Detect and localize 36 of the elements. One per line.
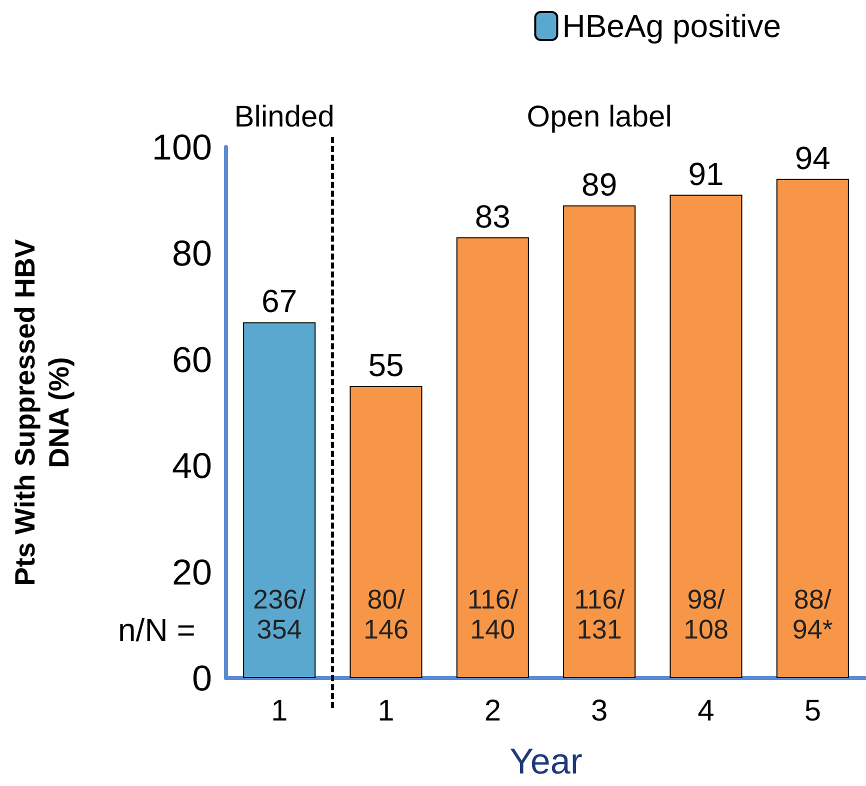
- data-label: 89: [582, 166, 618, 202]
- x-tick-label: 5: [804, 694, 822, 728]
- data-label: 94: [794, 140, 830, 176]
- bar: [350, 386, 422, 678]
- data-label: 91: [688, 156, 724, 192]
- annotation: 236/354: [253, 584, 306, 644]
- bar: [670, 194, 742, 678]
- y-tick-label: 40: [172, 445, 212, 486]
- x-axis-title: Year: [510, 740, 582, 782]
- y-tick-label: 0: [192, 658, 212, 698]
- y-tick-label: 60: [172, 338, 212, 380]
- bar: [456, 237, 529, 678]
- x-tick-label: 1: [378, 694, 394, 728]
- annotation: 88/94*: [792, 584, 834, 644]
- annotation: 80/146: [363, 584, 409, 644]
- bar: [563, 205, 636, 678]
- y-axis-title: Pts With Suppressed HBV DNA (%): [10, 238, 74, 586]
- annotation: 116/140: [467, 584, 518, 644]
- text: Open label: [526, 100, 672, 134]
- data-label: 83: [474, 198, 510, 234]
- legend-label: HBeAg positive: [562, 8, 781, 44]
- text: Blinded: [234, 100, 334, 134]
- bar: [776, 178, 849, 678]
- bar: [243, 322, 316, 678]
- text: n/N =: [118, 612, 196, 648]
- x-tick-label: 3: [590, 694, 608, 728]
- x-tick-label: 1: [270, 694, 288, 728]
- x-tick-label: 2: [484, 694, 502, 728]
- data-label: 67: [262, 283, 298, 320]
- x-tick-label: 4: [698, 694, 714, 728]
- y-tick-label: 100: [152, 126, 212, 168]
- y-tick-label: 20: [172, 551, 212, 592]
- y-tick-label: 80: [172, 232, 212, 274]
- data-label: 55: [368, 346, 404, 383]
- annotation: 98/108: [683, 584, 729, 644]
- annotation: 116/131: [574, 584, 626, 644]
